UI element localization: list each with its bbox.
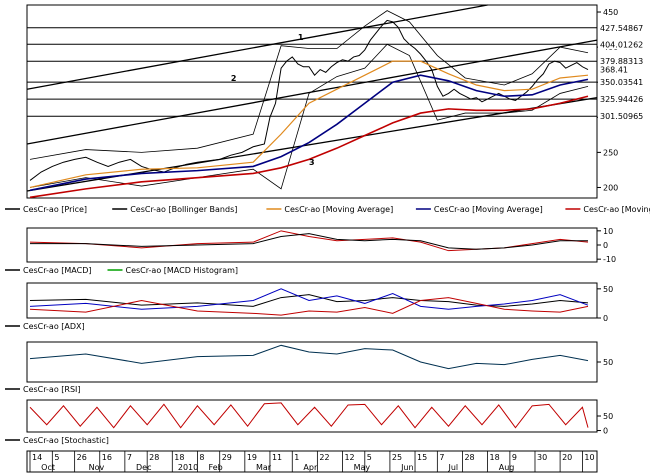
x-tick-label: 9	[512, 453, 517, 462]
legend-entry: CesCr-ao [MACD]	[23, 266, 92, 275]
series-line	[29, 402, 589, 429]
x-month-label: Apr	[303, 463, 318, 472]
stochastic-panel	[26, 399, 598, 433]
level-label-bg	[598, 94, 650, 105]
level-label-bg	[598, 39, 650, 50]
x-month-label: Jun	[400, 463, 414, 472]
level-label: 301.50965	[600, 112, 643, 121]
legend-entry: CesCr-ao [Moving Average]	[583, 205, 650, 214]
x-tick-label: 5	[367, 453, 372, 462]
series-line	[29, 344, 589, 370]
x-tick-label: 5	[54, 453, 59, 462]
legend-entry: CesCr-ao [Bollinger Bands]	[130, 205, 237, 214]
x-tick-label: 28	[464, 453, 474, 462]
x-tick-label: 18	[174, 453, 184, 462]
y-tick-label: 450	[603, 8, 618, 17]
legend-entry: CesCr-ao [RSI]	[23, 385, 81, 394]
x-month-label: Nov	[89, 463, 105, 472]
level-label-bg	[598, 77, 650, 88]
y-tick-label: -10	[603, 255, 616, 264]
legend-entry: CesCr-ao [Stochastic]	[23, 436, 109, 445]
x-tick-label: 25	[392, 453, 402, 462]
x-tick-label: 20	[562, 453, 572, 462]
series-line	[29, 43, 589, 190]
y-tick-label: 200	[603, 183, 618, 192]
x-tick-label: 28	[149, 453, 159, 462]
x-tick-label: 29	[222, 453, 232, 462]
x-tick-label: 22	[319, 453, 329, 462]
level-label: 427.54867	[600, 24, 643, 33]
date-axis	[26, 450, 598, 473]
x-month-label: Oct	[41, 463, 55, 472]
wave-annotation: 1	[298, 33, 304, 42]
wave-annotation: 3	[309, 158, 315, 167]
y-tick-label: 0	[603, 314, 608, 323]
x-month-label: Aug	[499, 463, 515, 472]
y-tick-label: 0	[603, 241, 608, 250]
x-tick-label: 18	[490, 453, 500, 462]
series-line	[30, 233, 588, 250]
x-month-label: Jul	[448, 463, 459, 472]
legend-entry: CesCr-ao [Moving Average]	[284, 205, 393, 214]
x-month-label: Feb	[209, 463, 223, 472]
level-label: 325.94426	[600, 95, 643, 104]
level-label: 379.88313	[600, 57, 643, 66]
series-line	[29, 294, 589, 307]
series-line	[29, 74, 589, 192]
level-label-bg	[598, 22, 650, 33]
series-line	[29, 19, 589, 181]
x-month-label: Dec	[136, 463, 151, 472]
x-tick-label: 1	[294, 453, 299, 462]
x-tick-label: 14	[32, 453, 42, 462]
x-tick-label: 16	[102, 453, 112, 462]
x-month-label: Mar	[256, 463, 272, 472]
y-tick-label: 10	[603, 227, 613, 236]
legend-entry: CesCr-ao [ADX]	[23, 322, 85, 331]
series-line	[29, 60, 589, 189]
x-tick-label: 30	[537, 453, 547, 462]
x-tick-label: 8	[199, 453, 204, 462]
y-tick-label: 50	[603, 358, 613, 367]
x-month-label: 2010	[178, 463, 198, 472]
y-tick-label: 250	[603, 148, 618, 157]
legend-entry: CesCr-ao [Price]	[23, 205, 87, 214]
y-tick-label: 50	[603, 285, 613, 294]
wave-annotation: 2	[231, 74, 237, 83]
y-tick-label: 50	[603, 412, 613, 421]
series-line	[29, 10, 589, 160]
level-label: 404.01262	[600, 40, 643, 49]
x-tick-label: 11	[272, 453, 282, 462]
legend-entry: CesCr-ao [MACD Histogram]	[126, 266, 239, 275]
level-label-bg	[598, 56, 650, 67]
upper-trend-line	[26, 4, 488, 90]
rsi-panel	[26, 341, 598, 383]
level-label-bg	[598, 111, 650, 122]
x-month-label: May	[354, 463, 371, 472]
x-tick-label: 7	[439, 453, 444, 462]
x-tick-label: 15	[417, 453, 427, 462]
x-tick-label: 10	[584, 453, 594, 462]
x-tick-label: 19	[247, 453, 257, 462]
y-tick-label: 0	[603, 427, 608, 436]
last-price-label: 368.41	[600, 66, 628, 75]
legend-entry: CesCr-ao [Moving Average]	[434, 205, 543, 214]
x-tick-label: 12	[344, 453, 354, 462]
series-line	[29, 95, 589, 199]
series-line	[29, 297, 589, 316]
x-tick-label: 7	[127, 453, 132, 462]
level-label: 350.03541	[600, 78, 643, 87]
x-tick-label: 26	[77, 453, 87, 462]
